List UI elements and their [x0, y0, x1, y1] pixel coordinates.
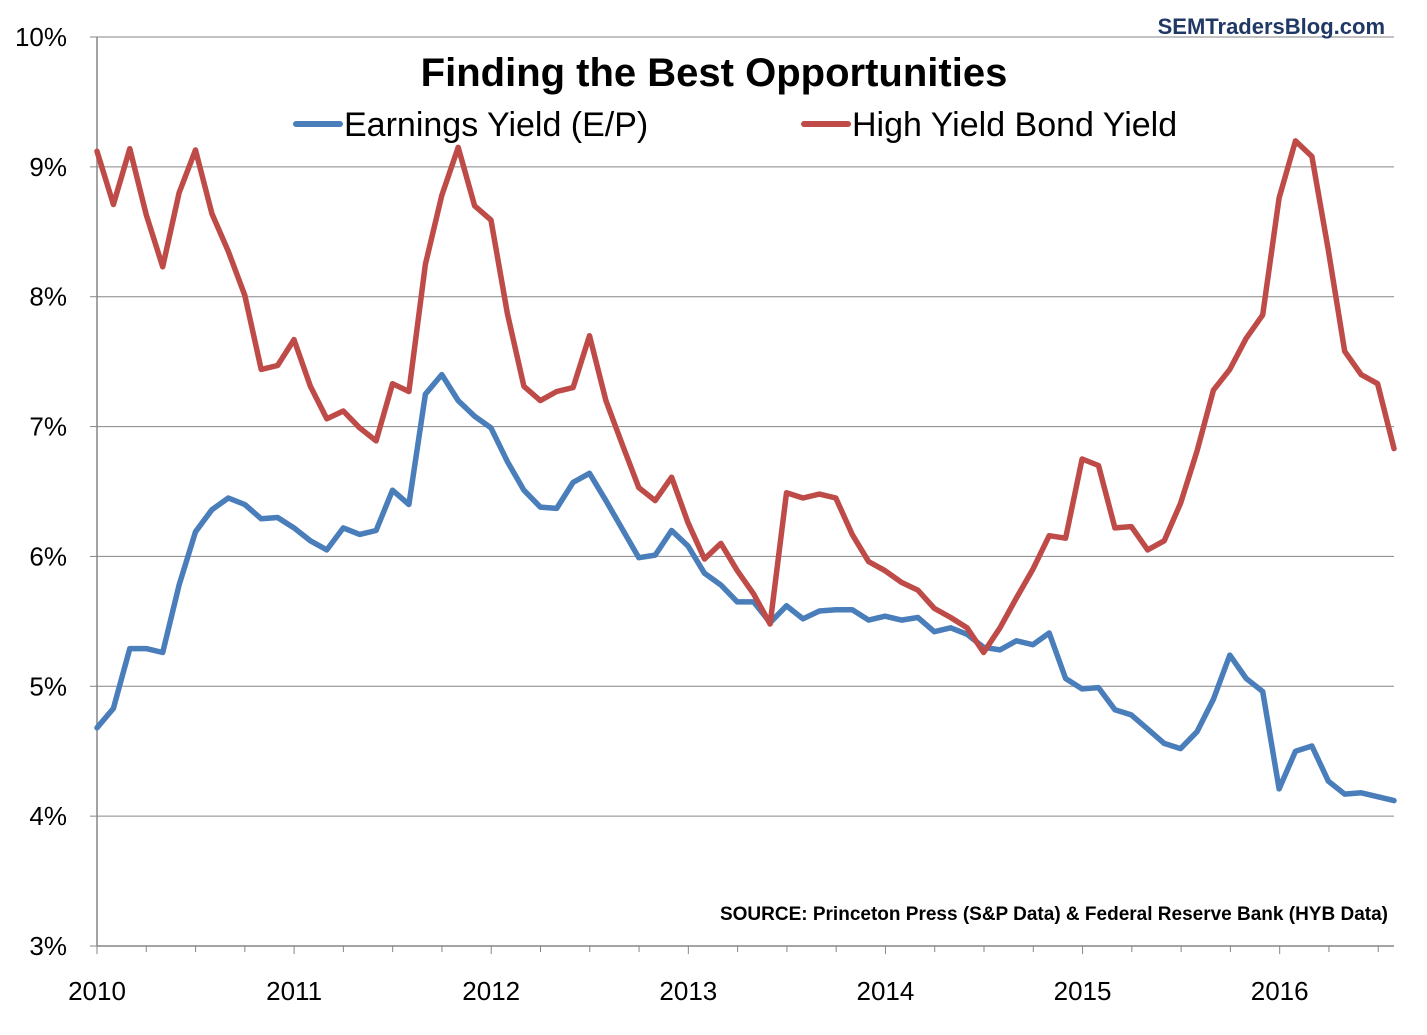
series-line-high-yield-bond: [94, 138, 1397, 656]
x-tick-label: 2011: [266, 976, 322, 1006]
y-tick-label: 7%: [29, 412, 67, 442]
y-tick-label: 8%: [29, 282, 67, 312]
x-tick-label: 2014: [857, 976, 915, 1006]
y-tick-label: 6%: [29, 541, 67, 571]
y-tick-label: 3%: [29, 931, 67, 961]
brand-label: SEMTradersBlog.com: [1158, 14, 1385, 39]
x-tick-label: 2010: [68, 976, 126, 1006]
axes: [96, 37, 1394, 947]
y-axis-ticks: 3% 4% 5% 6% 7% 8% 9% 10%: [15, 22, 97, 961]
x-tick-label: 2012: [462, 976, 520, 1006]
y-tick-label: 4%: [29, 801, 67, 831]
y-tick-label: 5%: [29, 671, 67, 701]
x-tick-label: 2015: [1054, 976, 1112, 1006]
series-lines: [94, 138, 1397, 804]
y-tick-label: 9%: [29, 152, 67, 182]
y-tick-label: 10%: [15, 22, 67, 52]
gridlines: [97, 36, 1394, 817]
legend-label-high-yield-bond: High Yield Bond Yield: [852, 106, 1177, 144]
legend-label-earnings-yield: Earnings Yield (E/P): [344, 106, 648, 144]
x-axis-ticks: 2010 2011 2012 2013 2014 2015 2016: [68, 946, 1379, 1006]
source-note: SOURCE: Princeton Press (S&P Data) & Fed…: [720, 904, 1388, 925]
x-tick-label: 2016: [1251, 976, 1309, 1006]
legend: Earnings Yield (E/P) High Yield Bond Yie…: [293, 106, 1177, 144]
series-line-earnings-yield: [94, 371, 1397, 804]
chart-title: Finding the Best Opportunities: [421, 51, 1008, 95]
x-tick-label: 2013: [659, 976, 717, 1006]
